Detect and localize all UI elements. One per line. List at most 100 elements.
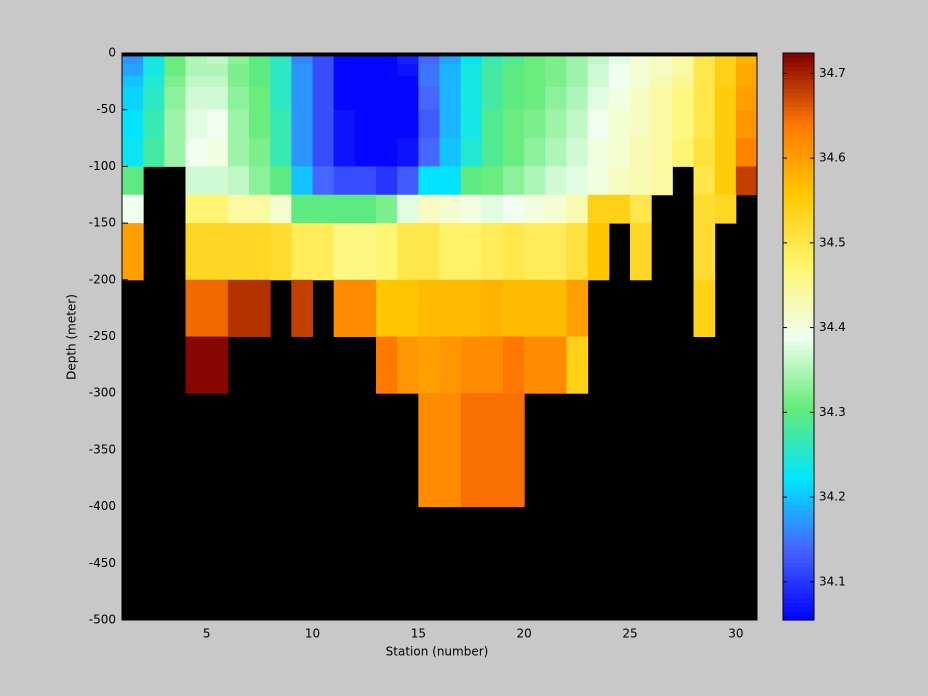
heatmap-cell — [693, 279, 716, 337]
heatmap-cell — [566, 75, 589, 88]
colorbar-tick-label: 34.6 — [819, 151, 846, 165]
heatmap-cell — [206, 223, 229, 281]
heatmap-cell — [545, 109, 567, 139]
colorbar-swatch — [783, 349, 814, 355]
heatmap-cell — [397, 336, 419, 394]
heatmap-cell — [122, 64, 144, 77]
heatmap-cell — [630, 64, 652, 77]
heatmap-cell — [312, 138, 335, 167]
heatmap-cell — [397, 56, 419, 65]
y-tick-label: -350 — [89, 442, 116, 456]
heatmap-cell — [354, 56, 377, 65]
colorbar-swatch — [783, 101, 814, 107]
colorbar-swatch — [783, 53, 814, 59]
colorbar-swatch — [783, 571, 814, 577]
heatmap-cell — [227, 279, 250, 337]
heatmap-cell — [714, 194, 737, 224]
colorbar-swatch — [783, 128, 814, 134]
heatmap-cell — [672, 87, 694, 111]
x-tick-label: 30 — [728, 627, 743, 641]
heatmap-cell — [545, 64, 567, 77]
heatmap-cell — [333, 64, 356, 77]
colorbar-swatch — [783, 588, 814, 595]
heatmap-cell — [312, 223, 335, 281]
heatmap-cell — [418, 194, 440, 224]
colorbar-swatch — [783, 301, 814, 307]
colorbar-swatch — [783, 287, 814, 293]
heatmap-cell — [630, 166, 652, 196]
colorbar-swatch — [783, 252, 814, 258]
colorbar-swatch — [783, 402, 814, 408]
heatmap-cell — [122, 223, 144, 281]
heatmap-cell — [206, 75, 229, 88]
heatmap-cell — [185, 87, 208, 111]
colorbar-swatch — [783, 261, 814, 267]
colorbar-swatch — [783, 518, 814, 524]
heatmap-cell — [481, 75, 504, 88]
heatmap-cell — [460, 194, 483, 224]
heatmap-cell — [418, 336, 440, 394]
heatmap-cell — [249, 223, 271, 281]
heatmap-cell — [608, 87, 631, 111]
colorbar-swatch — [783, 469, 814, 475]
heatmap-cell — [481, 109, 504, 139]
heatmap-cell — [439, 336, 462, 394]
heatmap-cell — [503, 56, 525, 65]
heatmap-cell — [545, 194, 567, 224]
plot-frame — [121, 52, 758, 621]
colorbar-swatch — [783, 146, 814, 152]
heatmap-cell — [460, 166, 483, 196]
heatmap-cell — [185, 75, 208, 88]
heatmap-cell — [503, 87, 525, 111]
heatmap-cell — [503, 138, 525, 167]
heatmap-cell — [693, 56, 716, 65]
heatmap-cell — [524, 194, 546, 224]
heatmap-cell — [439, 393, 462, 508]
heatmap-cell — [735, 75, 758, 88]
heatmap-cell — [587, 56, 610, 65]
colorbar-swatch — [783, 358, 814, 364]
colorbar-swatch — [783, 429, 814, 435]
colorbar-swatch — [783, 332, 814, 338]
heatmap-cell — [376, 87, 398, 111]
heatmap-cell — [185, 336, 208, 394]
heatmap-cell — [693, 138, 716, 167]
heatmap-cell — [460, 138, 483, 167]
heatmap-cell — [439, 279, 462, 337]
heatmap-cell — [164, 56, 186, 65]
colorbar-swatch — [783, 110, 814, 116]
heatmap-cell — [524, 64, 546, 77]
heatmap-cell — [376, 336, 398, 394]
heatmap-cell — [651, 75, 673, 88]
heatmap-cell — [249, 138, 271, 167]
heatmap-cell — [185, 194, 208, 224]
colorbar-swatch — [783, 243, 814, 249]
x-tick-label: 25 — [622, 627, 637, 641]
heatmap-cell — [312, 109, 335, 139]
heatmap-cell — [164, 109, 186, 139]
colorbar-tick-label: 34.5 — [819, 235, 846, 249]
heatmap-cell — [545, 223, 567, 281]
heatmap-cell — [608, 109, 631, 139]
colorbar-swatch — [783, 132, 814, 138]
heatmap-cell — [291, 279, 313, 337]
heatmap-cell — [270, 138, 292, 167]
heatmap-cell — [397, 109, 419, 139]
colorbar-swatch — [783, 137, 814, 143]
heatmap-cell — [122, 166, 144, 196]
colorbar-swatch — [783, 557, 814, 564]
heatmap-cell — [249, 194, 271, 224]
heatmap-cell — [227, 75, 250, 88]
heatmap-cell — [651, 56, 673, 65]
heatmap-cell — [249, 109, 271, 139]
colorbar-swatch — [783, 363, 814, 369]
heatmap-cell — [270, 223, 292, 281]
colorbar-swatch — [783, 549, 814, 555]
colorbar-swatch — [783, 504, 814, 510]
y-tick-label: -100 — [89, 159, 116, 173]
colorbar-swatch — [783, 79, 814, 85]
colorbar-swatch — [783, 602, 814, 608]
heatmap-cell — [439, 223, 462, 281]
colorbar-swatch — [783, 544, 814, 550]
